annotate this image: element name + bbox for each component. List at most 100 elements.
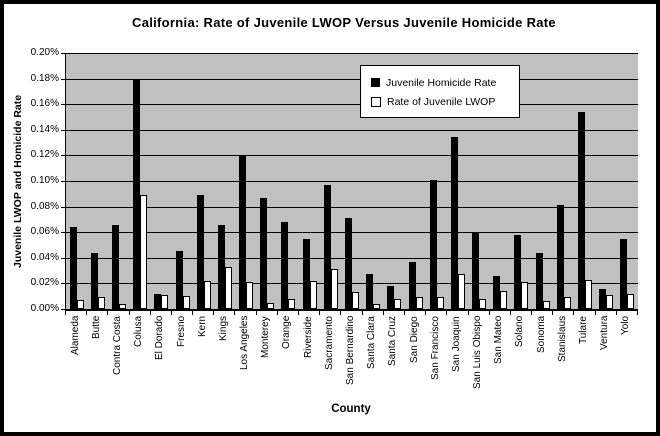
x-axis-label-strip: Alameda Butte Contra Costa Colusa El Dorado F… [65, 316, 637, 402]
y-tick-label-0.14%: 0.14% [30, 123, 59, 135]
gridline-0.02% [66, 283, 638, 285]
x-tick-label-san-joaquin: San Joaquin [451, 316, 462, 372]
x-tick-label-santa-cruz: Santa Cruz [387, 316, 398, 367]
x-axis-tick [595, 311, 596, 315]
bar-rate-of-juvenile-lwop-colusa [140, 195, 147, 309]
y-axis-tick [61, 283, 65, 285]
gridline-0.06% [66, 232, 638, 234]
x-axis-tick [489, 311, 490, 315]
x-axis-tick [425, 311, 426, 315]
legend-label-homicide: Juvenile Homicide Rate [386, 76, 497, 89]
x-axis-tick [107, 311, 108, 315]
x-axis-tick [65, 311, 66, 315]
x-tick-label-colusa: Colusa [133, 316, 144, 348]
y-axis-tick [61, 206, 65, 208]
x-axis-tick [383, 311, 384, 315]
y-tick-label-0.16%: 0.16% [30, 98, 59, 110]
bar-juvenile-homicide-rate-san-joaquin [451, 137, 458, 309]
x-axis-tick [616, 311, 617, 315]
y-axis-tick [61, 181, 65, 182]
bar-juvenile-homicide-rate-santa-clara [366, 274, 373, 309]
bar-juvenile-homicide-rate-yolo [620, 239, 627, 309]
x-axis-tick [468, 311, 469, 315]
x-axis-tick [234, 311, 235, 315]
bar-juvenile-homicide-rate-el-dorado [154, 294, 161, 309]
bar-rate-of-juvenile-lwop-kern [204, 281, 211, 309]
bar-juvenile-homicide-rate-butte [91, 253, 98, 309]
bar-rate-of-juvenile-lwop-alameda [77, 300, 84, 309]
bar-juvenile-homicide-rate-san-bernardino [345, 218, 352, 309]
bar-juvenile-homicide-rate-monterey [260, 198, 267, 309]
bar-rate-of-juvenile-lwop-stanislaus [564, 297, 571, 309]
y-axis-tick [61, 309, 65, 310]
y-tick-label-0.04%: 0.04% [30, 251, 59, 263]
bar-rate-of-juvenile-lwop-butte [98, 297, 105, 309]
x-tick-label-contra-costa: Contra Costa [112, 316, 123, 375]
x-tick-label-kings: Kings [218, 316, 229, 342]
bar-rate-of-juvenile-lwop-san-joaquin [458, 274, 465, 309]
x-tick-label-kern: Kern [197, 316, 208, 338]
gridline-0.18% [66, 78, 638, 80]
x-axis-tick [277, 311, 278, 315]
bar-juvenile-homicide-rate-contra-costa [112, 225, 119, 309]
x-axis-tick [319, 311, 320, 315]
y-tick-label-0.20%: 0.20% [30, 47, 59, 58]
y-tick-label-0.10%: 0.10% [30, 175, 59, 186]
x-tick-label-los-angeles: Los Angeles [239, 316, 250, 371]
x-tick-label-solano: Solano [514, 316, 525, 348]
x-tick-label-fresno: Fresno [176, 316, 187, 348]
bar-juvenile-homicide-rate-tulare [578, 112, 585, 309]
bar-rate-of-juvenile-lwop-sacramento [331, 269, 338, 309]
bar-juvenile-homicide-rate-sacramento [324, 185, 331, 309]
x-tick-label-ventura: Ventura [599, 316, 610, 351]
y-axis-tick [61, 104, 65, 106]
y-tick-label-0.02%: 0.02% [30, 277, 59, 289]
bar-juvenile-homicide-rate-ventura [599, 289, 606, 309]
legend: Juvenile Homicide Rate Rate of Juvenile … [360, 65, 520, 118]
x-axis-tick [213, 311, 214, 315]
x-tick-label-san-mateo: San Mateo [493, 316, 504, 365]
x-axis-tick [171, 311, 172, 315]
x-axis-tick [552, 311, 553, 315]
y-axis-tick [61, 78, 65, 80]
bar-rate-of-juvenile-lwop-contra-costa [119, 304, 126, 309]
legend-label-lwop: Rate of Juvenile LWOP [387, 95, 496, 108]
x-axis-tick [192, 311, 193, 315]
y-axis-tick [61, 53, 65, 54]
bar-juvenile-homicide-rate-san-luis-obispo [472, 233, 479, 309]
x-tick-label-stanislaus: Stanislaus [557, 316, 568, 363]
bar-juvenile-homicide-rate-alameda [70, 227, 77, 309]
bar-rate-of-juvenile-lwop-san-diego [416, 297, 423, 309]
bar-rate-of-juvenile-lwop-tulare [585, 280, 592, 309]
x-axis-tick [86, 311, 87, 315]
x-tick-label-san-bernardino: San Bernardino [345, 316, 356, 386]
legend-item-juvenile-homicide-rate: Juvenile Homicide Rate [371, 73, 511, 92]
x-tick-label-el-dorado: El Dorado [154, 316, 165, 361]
x-axis-tick [298, 311, 299, 315]
bar-juvenile-homicide-rate-solano [514, 235, 521, 309]
bar-rate-of-juvenile-lwop-santa-clara [373, 304, 380, 309]
x-tick-label-yolo: Yolo [620, 316, 631, 336]
bar-rate-of-juvenile-lwop-fresno [183, 296, 190, 309]
y-tick-label-0.06%: 0.06% [30, 226, 59, 238]
bar-rate-of-juvenile-lwop-yolo [627, 294, 634, 309]
bar-rate-of-juvenile-lwop-orange [288, 299, 295, 309]
x-axis-tick [129, 311, 130, 315]
bar-juvenile-homicide-rate-orange [281, 222, 288, 309]
gridline-0.16% [66, 104, 638, 106]
bar-rate-of-juvenile-lwop-el-dorado [161, 295, 168, 309]
y-axis-tick [61, 257, 65, 259]
bar-juvenile-homicide-rate-san-diego [409, 262, 416, 309]
x-axis-tick [531, 311, 532, 315]
plot-area [65, 53, 638, 311]
y-axis-tick [61, 129, 65, 131]
bar-juvenile-homicide-rate-colusa [133, 79, 140, 309]
bar-juvenile-homicide-rate-stanislaus [557, 205, 564, 309]
x-tick-label-sonoma: Sonoma [536, 316, 547, 354]
bar-rate-of-juvenile-lwop-san-luis-obispo [479, 299, 486, 309]
gridline-0.10% [66, 181, 638, 182]
bar-rate-of-juvenile-lwop-san-bernardino [352, 292, 359, 309]
gridline-0.08% [66, 206, 638, 208]
legend-swatch-homicide-icon [371, 78, 380, 87]
y-tick-label-0.00%: 0.00% [30, 303, 59, 314]
